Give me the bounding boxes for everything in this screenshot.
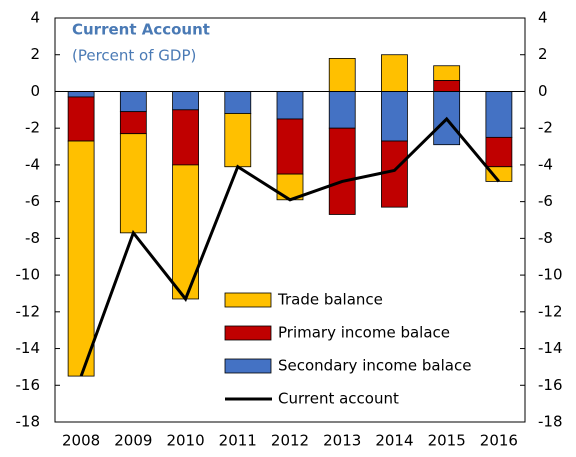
bar — [381, 140, 408, 208]
bar — [485, 136, 513, 168]
x-tick-label: 2014 — [375, 432, 413, 450]
bar — [328, 91, 356, 129]
y-tick-label: 2 — [30, 45, 40, 63]
line — [79, 116, 501, 377]
x-tick-label: 2013 — [323, 432, 361, 450]
x-tick-label: 2015 — [428, 432, 466, 450]
bar — [119, 133, 147, 234]
y2-tick-label: -10 — [538, 266, 563, 284]
y-tick-label: -2 — [25, 119, 40, 137]
y-tick-label: -12 — [16, 302, 41, 320]
chart-title: Current Account — [72, 21, 210, 39]
x-tick-label: 2012 — [271, 432, 309, 450]
y2-tick-label: -2 — [538, 119, 553, 137]
bar — [433, 65, 461, 81]
y-tick-label: -4 — [25, 155, 40, 173]
legend-swatch — [224, 358, 272, 374]
bar — [328, 127, 356, 215]
bar — [67, 91, 95, 98]
y-tick-label: -16 — [16, 376, 41, 394]
legend-swatch — [224, 325, 272, 341]
legend-swatch — [224, 292, 272, 308]
y2-tick-label: -18 — [538, 413, 563, 431]
legend-label: Trade balance — [277, 291, 383, 309]
bar — [224, 91, 252, 114]
y-tick-label: -10 — [16, 266, 41, 284]
bar — [381, 54, 408, 92]
legend-label: Primary income balace — [278, 324, 450, 342]
bar — [224, 113, 252, 168]
plot-frame — [54, 17, 526, 423]
bar — [433, 80, 461, 92]
y2-tick-label: 0 — [538, 82, 548, 100]
y2-tick-label: -12 — [538, 302, 563, 320]
x-tick-label: 2016 — [480, 432, 518, 450]
y-tick-label: -8 — [25, 229, 40, 247]
bar — [67, 96, 95, 142]
legend-label: Current account — [278, 390, 399, 408]
y2-tick-label: 4 — [538, 9, 548, 27]
x-tick-label: 2008 — [62, 432, 100, 450]
bar — [485, 91, 513, 138]
y2-tick-label: -8 — [538, 229, 553, 247]
bar — [67, 140, 95, 377]
y2-tick-label: -6 — [538, 192, 553, 210]
bar — [328, 58, 356, 92]
y-tick-label: -14 — [16, 339, 41, 357]
y2-tick-label: -16 — [538, 376, 563, 394]
bar — [276, 118, 304, 175]
x-tick-label: 2009 — [114, 432, 152, 450]
x-tick-label: 2011 — [219, 432, 257, 450]
chart-subtitle: (Percent of GDP) — [72, 47, 196, 65]
bar — [119, 111, 147, 135]
y2-tick-label: 2 — [538, 45, 548, 63]
y-tick-label: 0 — [30, 82, 40, 100]
bar — [276, 91, 304, 120]
y-tick-label: 4 — [30, 9, 40, 27]
y2-tick-label: -14 — [538, 339, 563, 357]
bar — [172, 91, 199, 111]
y-tick-label: -6 — [25, 192, 40, 210]
x-tick-label: 2010 — [166, 432, 204, 450]
bar — [119, 91, 147, 113]
bar — [172, 109, 199, 166]
legend-label: Secondary income balace — [278, 357, 471, 375]
y2-tick-label: -4 — [538, 155, 553, 173]
bar — [381, 91, 408, 142]
y-tick-label: -18 — [16, 413, 41, 431]
